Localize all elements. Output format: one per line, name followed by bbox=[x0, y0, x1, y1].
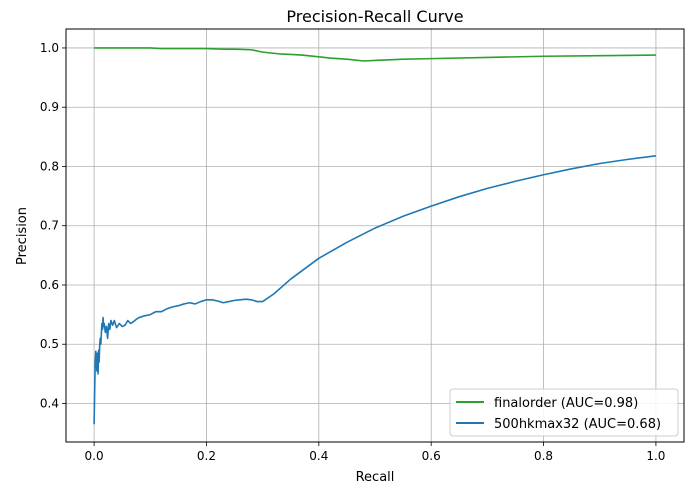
legend-label-finalorder: finalorder (AUC=0.98) bbox=[494, 396, 638, 411]
y-tick-label: 0.7 bbox=[40, 219, 59, 233]
x-tick-label: 0.6 bbox=[422, 449, 441, 463]
y-tick-label: 0.8 bbox=[40, 159, 59, 173]
y-tick-label: 1.0 bbox=[40, 41, 59, 55]
chart-title: Precision-Recall Curve bbox=[286, 7, 463, 26]
x-tick-label: 1.0 bbox=[646, 449, 665, 463]
series-line-finalorder bbox=[94, 47, 656, 62]
ticks: 0.0 0.2 0.4 0.6 0.8 1.0 0.4 0.5 0.6 0.7 0.8 0.9 1.0 bbox=[40, 41, 666, 463]
series-line-500hkmax32 bbox=[93, 155, 657, 425]
legend-label-500hkmax32: 500hkmax32 (AUC=0.68) bbox=[494, 417, 661, 432]
legend: finalorder (AUC=0.98) 500hkmax32 (AUC=0.… bbox=[449, 388, 679, 437]
x-tick-label: 0.4 bbox=[309, 449, 328, 463]
x-tick-label: 0.0 bbox=[85, 449, 104, 463]
y-tick-label: 0.9 bbox=[40, 100, 59, 114]
x-tick-label: 0.2 bbox=[197, 449, 216, 463]
legend-box bbox=[449, 388, 679, 437]
axes-frame bbox=[65, 28, 685, 443]
y-tick-label: 0.5 bbox=[40, 337, 59, 351]
y-tick-label: 0.4 bbox=[40, 396, 59, 410]
series-lines bbox=[93, 47, 657, 425]
y-axis-label: Precision bbox=[15, 207, 30, 265]
x-tick-label: 0.8 bbox=[534, 449, 553, 463]
x-axis-label: Recall bbox=[356, 470, 395, 485]
y-tick-label: 0.6 bbox=[40, 278, 59, 292]
